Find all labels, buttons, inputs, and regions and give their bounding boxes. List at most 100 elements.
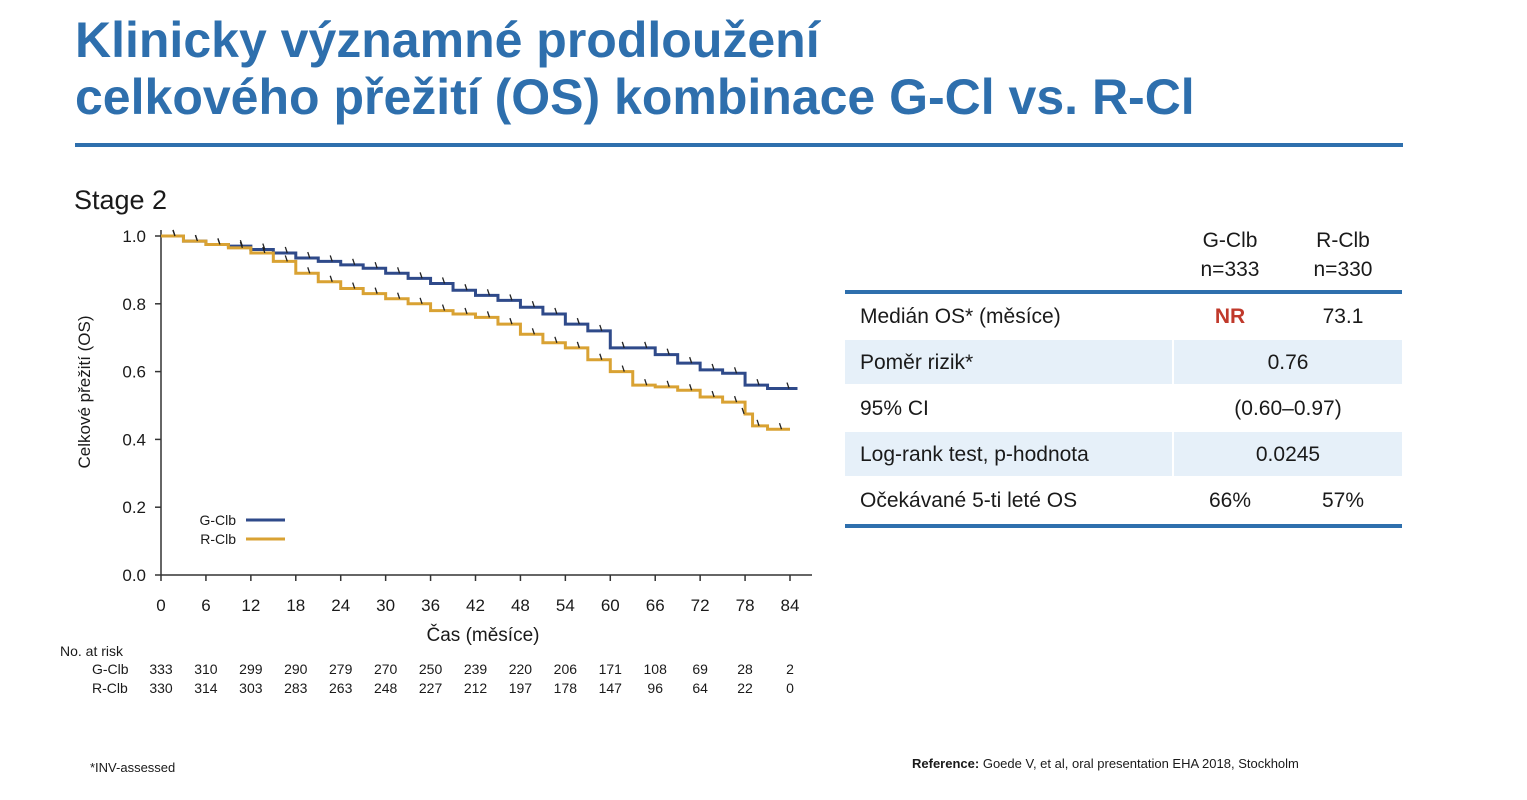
stats-label: 95% CI <box>860 397 929 420</box>
censor-mark <box>352 282 356 289</box>
stats-row-hazard-ratio: Poměr rizik* 0.76 <box>845 340 1402 386</box>
x-tick-label: 84 <box>781 596 800 615</box>
x-tick-label: 36 <box>421 596 440 615</box>
stats-value-r-clb: 57% <box>1321 489 1365 512</box>
risk-value: 147 <box>598 680 622 696</box>
reference-text: Goede V, et al, oral presentation EHA 20… <box>982 756 1299 771</box>
stats-row-median-os: Medián OS* (měsíce) NR 73.1 <box>845 294 1402 340</box>
censor-mark <box>576 341 580 349</box>
legend-label: R-Clb <box>200 531 236 547</box>
stats-col-b-header: R-Clb n=330 <box>1288 226 1398 284</box>
censor-mark <box>621 341 625 349</box>
stats-row-95-ci: 95% CI (0.60–0.97) <box>845 386 1402 432</box>
censor-mark <box>711 390 715 398</box>
censor-mark <box>329 275 333 282</box>
censor-mark <box>756 419 760 427</box>
censor-mark <box>486 289 491 296</box>
risk-value: 171 <box>598 661 622 677</box>
risk-value: 333 <box>149 661 173 677</box>
stats-top-rule <box>845 290 1402 294</box>
stats-value: 0.76 <box>1174 340 1402 384</box>
censor-mark <box>464 307 468 315</box>
risk-value: 212 <box>463 680 488 696</box>
censor-mark <box>531 300 536 308</box>
legend-label: G-Clb <box>199 512 236 528</box>
y-tick-label: 1.0 <box>122 227 146 246</box>
y-tick-label: 0.2 <box>122 498 146 517</box>
stats-col-a-header: G-Clb n=333 <box>1175 226 1285 284</box>
censor-mark <box>397 292 401 299</box>
stats-row-log-rank: Log-rank test, p-hodnota 0.0245 <box>845 432 1402 478</box>
x-tick-label: 66 <box>646 596 665 615</box>
censor-mark <box>666 380 670 388</box>
censor-mark <box>239 241 243 249</box>
censor-mark <box>666 348 670 355</box>
risk-value: 314 <box>194 680 218 696</box>
title-underline <box>75 143 1403 147</box>
censor-mark <box>217 238 221 245</box>
censor-mark <box>733 395 738 403</box>
censor-mark <box>307 267 311 274</box>
censor-mark <box>419 272 423 279</box>
x-tick-label: 48 <box>511 596 530 615</box>
stats-label: Očekávané 5-ti leté OS <box>860 489 1078 512</box>
censor-mark <box>576 317 580 325</box>
y-tick-label: 0.8 <box>122 295 146 314</box>
chart-subtitle: Stage 2 <box>74 185 168 215</box>
risk-value: 0 <box>786 680 794 696</box>
censor-mark <box>733 367 738 374</box>
x-tick-label: 72 <box>691 596 710 615</box>
y-tick-label: 0.4 <box>122 430 146 449</box>
censor-mark <box>419 297 423 305</box>
risk-value: 206 <box>553 661 578 677</box>
page-title: Klinicky významné prodloužení celkového … <box>75 12 1195 126</box>
censor-mark <box>711 363 715 371</box>
censor-mark <box>397 267 401 274</box>
censor-mark <box>262 243 266 250</box>
risk-value: 248 <box>373 680 398 696</box>
chart-axes: 0.0 0.2 0.4 0.6 0.8 1.0 0 6 12 18 24 30 36 42 48 54 60 66… <box>75 227 812 646</box>
censor-mark <box>741 407 745 415</box>
censor-mark <box>329 255 333 262</box>
censor-mark <box>689 384 693 391</box>
y-tick-label: 0.0 <box>122 566 146 585</box>
censor-mark <box>284 246 288 254</box>
censor-mark <box>307 251 311 259</box>
x-tick-label: 6 <box>201 596 210 615</box>
stats-col-b-name: R-Clb <box>1316 229 1370 252</box>
risk-value: 250 <box>418 661 443 677</box>
stats-value-g-clb: NR <box>1214 305 1246 328</box>
series-line-g-clb <box>161 234 798 391</box>
censor-mark <box>464 284 468 291</box>
risk-value: 263 <box>329 680 353 696</box>
censor-mark <box>172 229 176 237</box>
risk-row-label: G-Clb <box>92 661 129 677</box>
risk-value: 299 <box>239 661 263 677</box>
risk-value: 330 <box>149 680 173 696</box>
censor-mark <box>194 234 199 242</box>
y-axis-label: Celkové přežití (OS) <box>75 315 94 468</box>
censor-mark <box>374 261 378 269</box>
censor-mark <box>509 317 513 325</box>
censor-mark <box>644 378 648 386</box>
stats-label: Poměr rizik* <box>845 340 1172 384</box>
stats-label: Medián OS* (měsíce) <box>860 305 1061 328</box>
risk-value: 2 <box>786 661 794 677</box>
stats-col-a-name: G-Clb <box>1202 229 1258 252</box>
censor-mark <box>756 378 760 386</box>
censor-mark <box>262 246 266 254</box>
risk-value: 270 <box>373 661 398 677</box>
stats-label: Log-rank test, p-hodnota <box>845 432 1172 476</box>
risk-value: 227 <box>418 680 443 696</box>
x-tick-label: 0 <box>156 596 165 615</box>
risk-value: 69 <box>692 661 708 677</box>
chart-series <box>161 229 798 431</box>
censor-mark <box>554 336 558 343</box>
risk-value: 64 <box>692 680 708 696</box>
risk-value: 178 <box>553 680 578 696</box>
stats-value: (0.60–0.97) <box>1234 397 1342 420</box>
risk-value: 310 <box>194 661 218 677</box>
censor-mark <box>689 356 693 364</box>
footnote: *INV-assessed <box>90 760 176 775</box>
